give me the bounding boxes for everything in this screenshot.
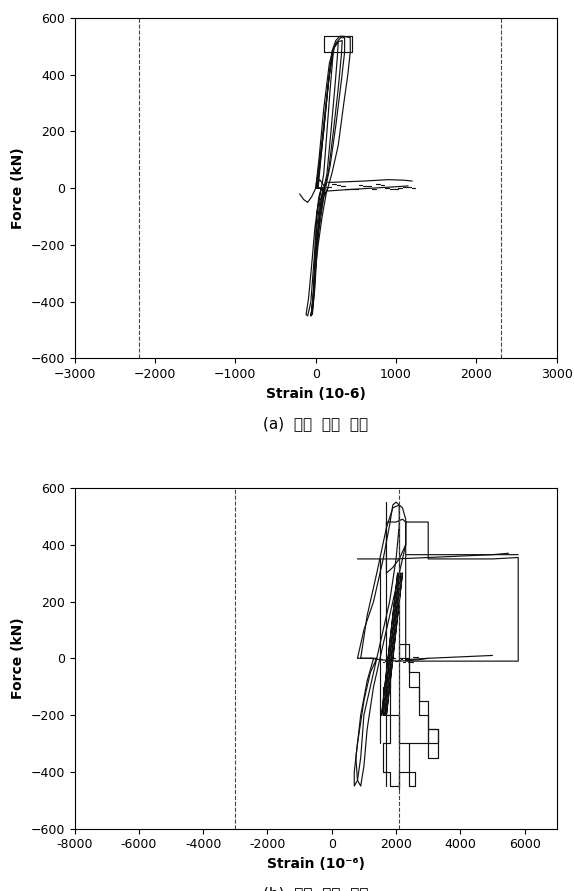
Y-axis label: Force (kN): Force (kN) [11,147,25,229]
Text: (b)  우측  단부  주근: (b) 우측 단부 주근 [263,887,369,891]
X-axis label: Strain (10⁻⁶): Strain (10⁻⁶) [267,857,364,871]
Y-axis label: Force (kN): Force (kN) [11,617,25,699]
X-axis label: Strain (10-6): Strain (10-6) [266,387,366,401]
Text: (a)  좌측  단부  주근: (a) 좌측 단부 주근 [263,416,369,431]
